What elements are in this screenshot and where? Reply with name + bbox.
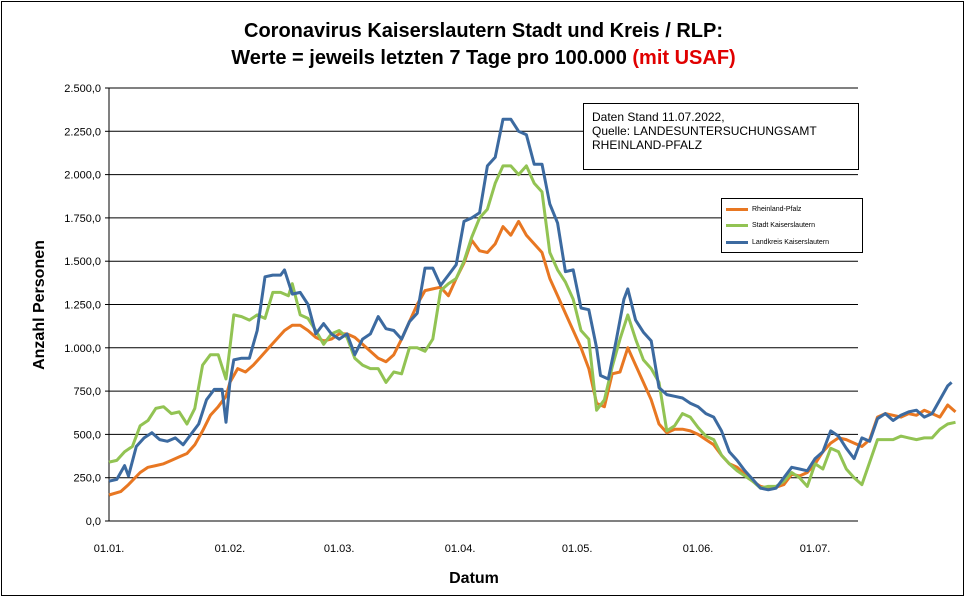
- x-axis-title: Datum: [449, 570, 499, 587]
- series-line-1: [108, 164, 956, 490]
- y-tick-label: 1.000,0: [64, 343, 101, 355]
- x-tick-label: 01.02.: [215, 543, 246, 555]
- legend-swatch: [726, 207, 748, 211]
- title-line-2: Werte = jeweils letzten 7 Tage pro 100.0…: [0, 45, 967, 72]
- y-tick-label: 1.500,0: [64, 256, 101, 268]
- chart-title: Coronavirus Kaiserslautern Stadt und Kre…: [0, 18, 967, 72]
- y-tick-label: 750,0: [73, 386, 101, 398]
- title-line-1: Coronavirus Kaiserslautern Stadt und Kre…: [244, 20, 723, 42]
- gridlines: [105, 87, 858, 522]
- x-tick-label: 01.04.: [445, 543, 476, 555]
- y-tick-label: 250,0: [73, 473, 101, 485]
- x-tick-label: 01.07.: [800, 543, 831, 555]
- x-tick-label: 01.05.: [562, 543, 593, 555]
- legend-swatch: [726, 240, 748, 244]
- source-note: Daten Stand 11.07.2022, Quelle: LANDESUN…: [583, 103, 859, 170]
- note-line-1: Daten Stand 11.07.2022,: [592, 110, 725, 124]
- legend-label: Rheinland-Pfalz: [752, 205, 802, 213]
- y-tick-labels: 0,0 250,0 500,0 750,0 1.000,0 1.250,0 1.500,0 1…: [64, 83, 101, 528]
- x-tick-label: 01.03.: [324, 543, 355, 555]
- legend-item-rheinland-pfalz: Rheinland-Pfalz: [726, 203, 801, 215]
- legend-swatch: [726, 223, 748, 227]
- x-tick-labels: 01.01. 01.02. 01.03. 01.04. 01.05. 01.06. 01.0…: [94, 543, 831, 555]
- note-line-3: RHEINLAND-PFALZ: [592, 138, 703, 152]
- note-line-2: Quelle: LANDESUNTERSUCHUNGSAMT: [592, 124, 817, 138]
- legend-item-stadt-kaiserslautern: Stadt Kaiserslautern: [726, 219, 815, 231]
- x-tick-label: 01.06.: [683, 543, 714, 555]
- legend-label: Stadt Kaiserslautern: [752, 221, 816, 229]
- y-tick-label: 2.250,0: [64, 126, 101, 138]
- title-highlight: (mit USAF): [632, 47, 736, 69]
- y-tick-label: 2.500,0: [64, 83, 101, 95]
- series-lines: [108, 117, 957, 497]
- y-tick-label: 1.250,0: [64, 300, 101, 312]
- legend-item-landkreis-kaiserslautern: Landkreis Kaiserslautern: [726, 236, 829, 248]
- y-axis-title: Anzahl Personen: [31, 240, 48, 370]
- legend: Rheinland-Pfalz Stadt Kaiserslautern Lan…: [721, 198, 863, 253]
- y-tick-label: 1.750,0: [64, 213, 101, 225]
- y-tick-label: 2.000,0: [64, 170, 101, 182]
- y-tick-label: 0,0: [86, 516, 101, 528]
- y-tick-label: 500,0: [73, 429, 101, 441]
- series-line-2: [108, 117, 953, 492]
- legend-label: Landkreis Kaiserslautern: [752, 238, 830, 246]
- title-line-2-main: Werte = jeweils letzten 7 Tage pro 100.0…: [231, 47, 627, 69]
- x-tick-label: 01.01.: [94, 543, 125, 555]
